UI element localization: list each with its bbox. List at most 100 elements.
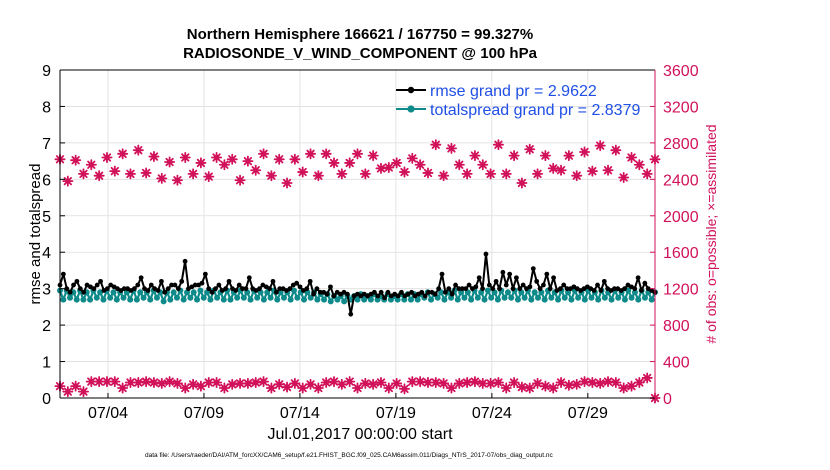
obs-marker-core: [542, 153, 548, 159]
obs-assimilated-point: [273, 378, 285, 390]
obs-possible-point: [477, 159, 489, 171]
totalspread-point: [628, 294, 635, 301]
obs-assimilated-point: [579, 376, 591, 388]
obs-possible-point: [351, 148, 364, 160]
totalspread-point: [575, 294, 582, 301]
obs-marker-core: [127, 379, 134, 386]
obs-possible-point: [148, 151, 160, 163]
obs-marker-core: [409, 379, 415, 385]
obs-possible-point: [179, 151, 191, 163]
obs-marker-core: [425, 170, 431, 176]
obs-marker-core: [354, 151, 361, 157]
rmse-point: [77, 286, 83, 292]
obs-assimilated-point: [320, 377, 332, 389]
left-tick-label: 9: [42, 63, 51, 80]
obs-marker-core: [464, 379, 470, 386]
left-tick-label: 7: [42, 136, 51, 153]
obs-assimilated-point: [485, 377, 497, 389]
totalspread-point: [67, 294, 74, 301]
obs-marker-core: [300, 169, 306, 175]
obs-marker-core: [96, 173, 102, 179]
rmse-point: [399, 289, 404, 295]
rmse-point: [94, 282, 100, 288]
rmse-series: [57, 251, 658, 317]
obs-marker-core: [597, 380, 603, 387]
obs-marker-core: [401, 386, 408, 392]
obs-marker-core: [550, 165, 556, 171]
obs-possible-point: [547, 162, 559, 174]
obs-marker-core: [362, 171, 368, 177]
rmse-point: [213, 286, 218, 292]
obs-marker-core: [260, 151, 267, 157]
legend-spread-dot: [407, 105, 415, 113]
obs-possible-point: [70, 154, 82, 166]
obs-marker-core: [370, 153, 376, 159]
rmse-point: [422, 293, 428, 299]
totalspread-point: [194, 296, 201, 303]
totalspread-point: [197, 287, 204, 294]
obs-assimilated-point: [500, 382, 512, 394]
totalspread-point: [648, 296, 655, 303]
obs-possible-point: [586, 165, 598, 177]
obs-assimilated-point: [633, 377, 645, 389]
rmse-point: [165, 286, 171, 292]
obs-marker-core: [378, 165, 384, 171]
obs-assimilated-point: [171, 377, 183, 389]
totalspread-point: [187, 294, 194, 301]
chart-subtitle: RADIOSONDE_V_WIND_COMPONENT @ 100 hPa: [183, 45, 537, 62]
left-axis-title: rmse and totalspread: [27, 164, 44, 305]
rmse-point: [138, 275, 144, 281]
rmse-point: [226, 278, 232, 284]
totalspread-point: [287, 296, 294, 303]
rmse-point: [500, 269, 506, 275]
obs-possible-point: [258, 148, 270, 160]
obs-marker-core: [495, 379, 502, 386]
totalspread-point: [220, 296, 227, 303]
obs-assimilated-point: [117, 382, 129, 394]
obs-marker-core: [566, 153, 572, 159]
obs-marker-core: [378, 379, 384, 386]
totalspread-point: [240, 294, 247, 301]
rmse-point: [304, 286, 310, 292]
obs-marker-core: [605, 379, 611, 385]
obs-marker-core: [425, 379, 431, 386]
obs-marker-core: [456, 162, 462, 168]
right-tick-label: 1200: [663, 282, 699, 299]
totalspread-point: [190, 289, 197, 296]
obs-possible-point: [461, 168, 473, 180]
obs-possible-point: [555, 164, 567, 176]
rmse-point: [439, 271, 445, 277]
totalspread-point: [107, 294, 114, 301]
rmse-point: [595, 282, 600, 288]
totalspread-point: [173, 294, 180, 301]
obs-assimilated-point: [398, 383, 410, 395]
rmse-point: [446, 286, 452, 292]
totalspread-point: [167, 296, 174, 303]
rmse-point: [510, 286, 516, 292]
rmse-point: [206, 286, 212, 292]
left-tick-label: 6: [42, 172, 51, 189]
obs-marker-core: [120, 385, 126, 391]
rmse-point: [64, 286, 70, 292]
rmse-point: [243, 286, 249, 292]
obs-marker-core: [433, 379, 439, 386]
rmse-point: [257, 286, 262, 292]
x-tick-label: 07/14: [280, 405, 320, 422]
rmse-point: [544, 271, 550, 277]
obs-marker-core: [511, 153, 517, 159]
obs-assimilated-point: [140, 376, 152, 388]
obs-marker-core: [198, 383, 204, 389]
rmse-point: [517, 286, 523, 292]
rmse-point: [311, 291, 316, 297]
data-file-label: data file: /Users/raeder/DAI/ATM_forcXX/…: [145, 452, 553, 459]
obs-marker-core: [174, 177, 181, 183]
rmse-point: [622, 286, 627, 292]
obs-marker-core: [448, 385, 455, 391]
rmse-point: [60, 271, 66, 277]
totalspread-point: [153, 294, 160, 301]
totalspread-point: [321, 296, 328, 303]
obs-possible-point: [320, 148, 332, 160]
obs-marker-core: [65, 178, 71, 184]
obs-assimilated-point: [516, 381, 528, 393]
rmse-point: [490, 286, 496, 292]
